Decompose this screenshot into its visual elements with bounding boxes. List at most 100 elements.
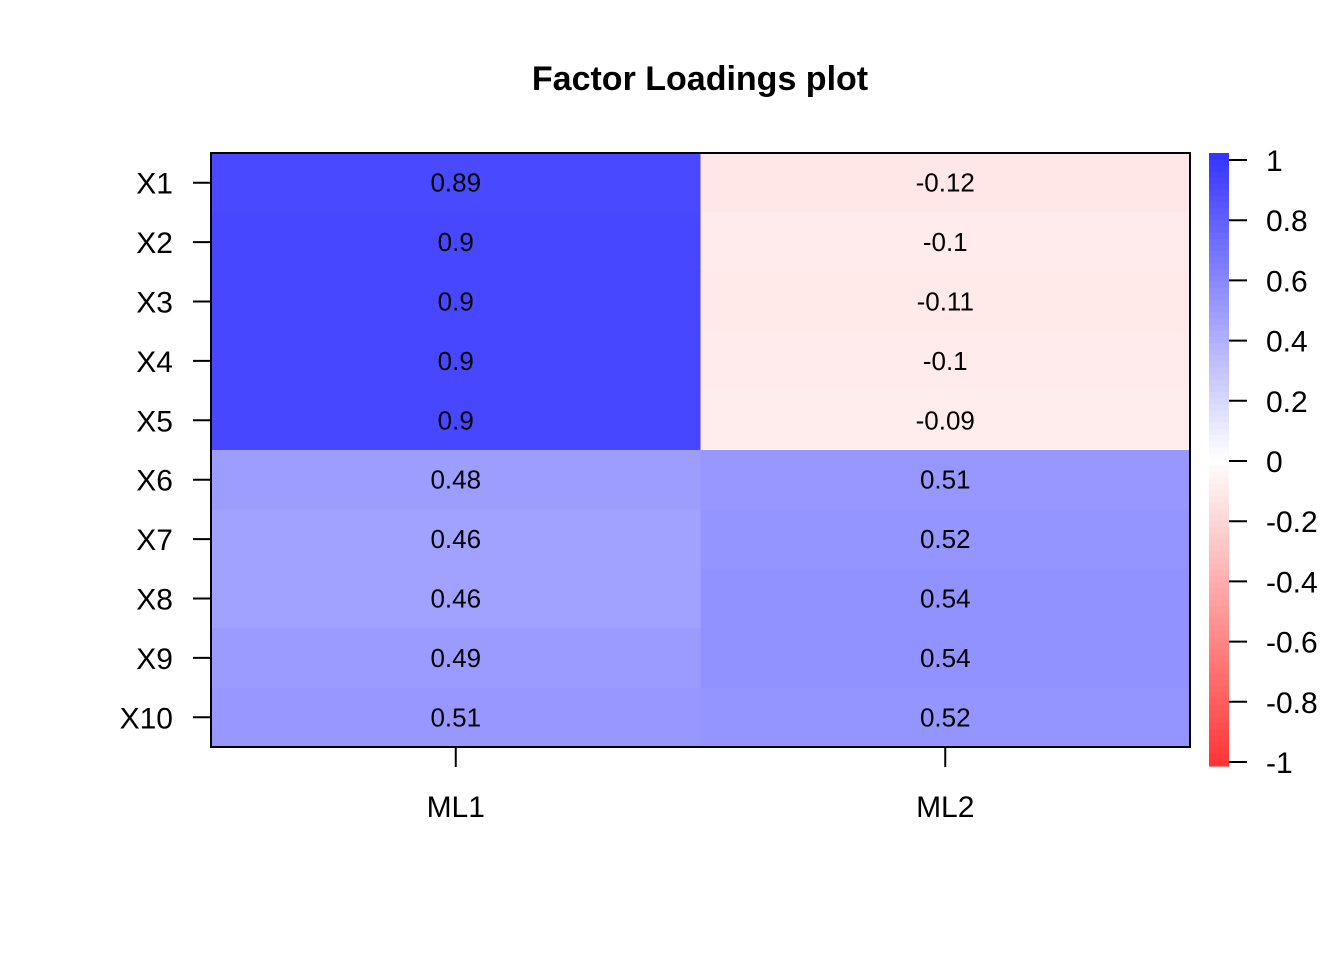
legend-color-segment xyxy=(1209,569,1229,577)
heatmap-value-labels: 0.89 -0.12 0.9 -0.1 0.9 -0.11 0.9 -0.1 0.9 -0.09 0… xyxy=(430,168,974,733)
y-axis: X1 X2 X3 X4 X5 X6 X7 X8 X9 X10 xyxy=(120,168,211,735)
legend-color-segment xyxy=(1209,300,1229,307)
legend-color-segment xyxy=(1209,710,1229,718)
legend-color-segment xyxy=(1209,661,1229,669)
legend-color-segment xyxy=(1209,281,1229,289)
x-axis: ML1 ML2 xyxy=(427,747,974,824)
legend-color-segment xyxy=(1209,545,1229,553)
cell-value-label: -0.09 xyxy=(916,405,975,435)
legend-color-segment xyxy=(1209,625,1229,632)
legend-color-segment xyxy=(1209,392,1229,399)
heatmap-cell-x10-ml2 xyxy=(700,687,1191,748)
legend-tick-label: 0.2 xyxy=(1266,386,1308,419)
plot-frame xyxy=(210,152,1191,748)
legend-color-segment xyxy=(1209,674,1229,681)
legend-color-segment xyxy=(1209,183,1229,191)
legend-color-segment xyxy=(1209,257,1229,264)
heatmap-cell-x5-ml1 xyxy=(211,390,701,451)
legend-color-segment xyxy=(1209,189,1229,197)
cell-value-label: 0.49 xyxy=(430,643,481,673)
legend-color-segment xyxy=(1209,232,1229,240)
legend-color-segment xyxy=(1209,667,1229,675)
legend-color-segment xyxy=(1209,465,1229,473)
cell-value-label: -0.1 xyxy=(923,346,968,376)
legend-color-segment xyxy=(1209,159,1229,166)
legend-color-segment xyxy=(1209,698,1229,706)
legend-tick-label: 0.6 xyxy=(1266,265,1308,298)
legend-color-segment xyxy=(1209,373,1229,381)
heatmap-cell-x1-ml2 xyxy=(700,153,1191,213)
legend-color-segment xyxy=(1209,263,1229,271)
legend-color-segment xyxy=(1209,459,1229,467)
legend-color-segment xyxy=(1209,312,1229,320)
cell-value-label: 0.9 xyxy=(438,405,474,435)
legend-color-segment xyxy=(1209,251,1229,258)
legend-color-segment xyxy=(1209,355,1229,363)
legend-color-segment xyxy=(1209,349,1229,356)
legend-color-segment xyxy=(1209,343,1229,350)
legend-tick-label: 0.8 xyxy=(1266,205,1308,238)
legend-color-segment xyxy=(1209,490,1229,497)
y-tick-label: X3 xyxy=(136,287,173,320)
legend-color-segment xyxy=(1209,643,1229,651)
cell-value-label: 0.52 xyxy=(920,524,971,554)
legend-color-segment xyxy=(1209,226,1229,234)
legend-color-segment xyxy=(1209,404,1229,412)
color-legend: 1 0.8 0.6 0.4 0.2 0 -0.2 -0.4 -0.6 -0.8 -1 xyxy=(1209,145,1318,780)
legend-color-segment xyxy=(1209,165,1229,172)
legend-color-segment xyxy=(1209,594,1229,602)
legend-color-segment xyxy=(1209,612,1229,620)
cell-value-label: 0.9 xyxy=(438,346,474,376)
legend-color-segment xyxy=(1209,306,1229,313)
cell-value-label: -0.12 xyxy=(916,168,975,198)
legend-color-segment xyxy=(1209,336,1229,344)
x-tick-label: ML2 xyxy=(916,791,974,824)
legend-color-segment xyxy=(1209,502,1229,510)
legend-color-segment xyxy=(1209,238,1229,246)
heatmap-cell-x5-ml2 xyxy=(700,390,1191,451)
legend-color-segment xyxy=(1209,428,1229,436)
legend-color-segment xyxy=(1209,293,1229,301)
legend-tick-label: 1 xyxy=(1266,145,1283,178)
legend-color-segment xyxy=(1209,496,1229,504)
legend-color-segment xyxy=(1209,759,1229,767)
legend-color-segment xyxy=(1209,202,1229,209)
y-tick-label: X6 xyxy=(136,465,173,498)
heatmap-cell-x8-ml2 xyxy=(700,568,1191,629)
heatmap-cell-x4-ml2 xyxy=(700,331,1191,392)
legend-color-segment xyxy=(1209,747,1229,755)
cell-value-label: 0.52 xyxy=(920,702,971,732)
legend-color-segment xyxy=(1209,692,1229,700)
legend-tick-label: -0.6 xyxy=(1266,627,1318,660)
heatmap-cell-x1-ml1 xyxy=(211,153,701,213)
legend-color-segment xyxy=(1209,606,1229,614)
legend-color-segment xyxy=(1209,416,1229,424)
legend-color-segment xyxy=(1209,208,1229,215)
heatmap-cell-x9-ml1 xyxy=(211,628,701,689)
legend-tick-label: -0.4 xyxy=(1266,566,1318,599)
legend-color-segment xyxy=(1209,520,1229,528)
legend-color-segment xyxy=(1209,269,1229,277)
legend-color-segment xyxy=(1209,398,1229,405)
legend-color-segment xyxy=(1209,649,1229,657)
cell-value-label: 0.9 xyxy=(438,287,474,317)
legend-color-segment xyxy=(1209,379,1229,387)
legend-color-segment xyxy=(1209,514,1229,522)
legend-color-segment xyxy=(1209,563,1229,571)
heatmap-cell-x2-ml1 xyxy=(211,212,701,273)
y-tick-label: X8 xyxy=(136,584,173,617)
heatmap-cell-x2-ml2 xyxy=(700,212,1191,273)
y-tick-label: X4 xyxy=(136,346,173,379)
legend-color-segment xyxy=(1209,729,1229,736)
cell-value-label: 0.51 xyxy=(920,465,971,495)
legend-tick-label: 0.4 xyxy=(1266,326,1308,359)
legend-color-segment xyxy=(1209,484,1229,491)
cell-value-label: 0.46 xyxy=(430,524,481,554)
heatmap-cell-x10-ml1 xyxy=(211,687,701,748)
legend-color-segment xyxy=(1209,214,1229,222)
legend-color-segment xyxy=(1209,557,1229,565)
legend-color-segment xyxy=(1209,361,1229,369)
legend-color-segment xyxy=(1209,753,1229,761)
legend-color-segment xyxy=(1209,471,1229,479)
